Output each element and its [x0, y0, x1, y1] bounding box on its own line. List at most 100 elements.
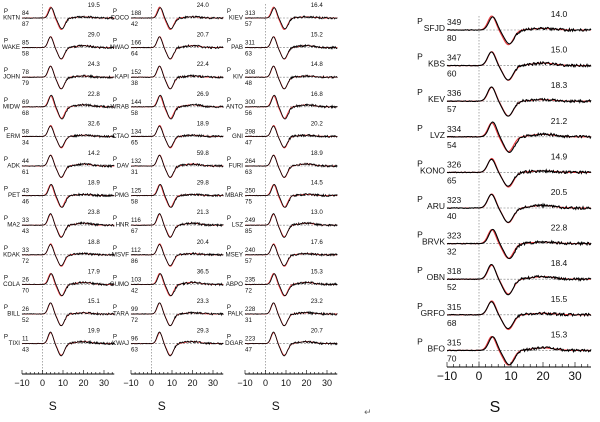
- phase-label: P: [227, 8, 231, 15]
- observed-trace: [21, 331, 115, 357]
- amplitude-label: 22.4: [197, 61, 210, 68]
- azimuth-label: 336: [447, 88, 461, 98]
- x-tick-label: 20: [536, 369, 550, 383]
- distance-label: 72: [245, 287, 252, 294]
- observed-trace: [446, 51, 592, 81]
- observed-trace: [244, 331, 338, 357]
- x-tick-label: −10: [237, 378, 252, 388]
- amplitude-label: 14.0: [551, 9, 568, 19]
- distance-label: 60: [447, 69, 457, 79]
- x-axis-label: S: [158, 399, 166, 413]
- observed-trace: [446, 301, 592, 330]
- distance-label: 57: [245, 21, 252, 28]
- x-tick-label: 10: [504, 369, 518, 383]
- observed-trace: [244, 213, 338, 238]
- azimuth-label: 33: [22, 217, 29, 224]
- phase-label: P: [4, 156, 8, 163]
- azimuth-label: 323: [447, 195, 461, 205]
- observed-trace: [130, 213, 224, 238]
- station-name: WAKE: [2, 44, 20, 51]
- distance-label: 34: [22, 139, 29, 146]
- amplitude-label: 15.3: [311, 268, 324, 275]
- azimuth-label: 249: [245, 217, 256, 224]
- phase-label: P: [113, 245, 117, 252]
- observed-trace: [130, 302, 224, 327]
- amplitude-label: 29.8: [197, 180, 210, 187]
- phase-label: P: [417, 16, 423, 26]
- x-tick-label: 30: [99, 378, 109, 388]
- azimuth-label: 134: [131, 128, 142, 135]
- distance-label: 68: [22, 110, 29, 117]
- distance-label: 56: [245, 110, 252, 117]
- amplitude-label: 18.8: [88, 239, 101, 246]
- distance-label: 75: [245, 199, 252, 206]
- azimuth-label: 125: [131, 188, 142, 195]
- azimuth-label: 26: [22, 276, 29, 283]
- phase-label: P: [4, 215, 8, 222]
- azimuth-label: 84: [22, 10, 29, 17]
- station-name: PAB: [231, 44, 243, 51]
- phase-label: P: [227, 304, 231, 311]
- phase-label: P: [4, 274, 8, 281]
- station-name: BFO: [428, 343, 446, 353]
- station-name: WRAB: [110, 103, 129, 110]
- station-name: PALK: [228, 311, 244, 318]
- station-name: NWAO: [110, 44, 129, 51]
- distance-label: 58: [131, 199, 138, 206]
- phase-label: P: [227, 156, 231, 163]
- azimuth-label: 311: [245, 40, 255, 47]
- azimuth-label: 315: [447, 302, 461, 312]
- azimuth-label: 188: [131, 10, 142, 17]
- x-tick-label: 0: [263, 378, 268, 388]
- observed-trace: [130, 65, 224, 90]
- phase-label: P: [4, 126, 8, 133]
- station-name: KAPI: [115, 74, 129, 81]
- amplitude-label: 13.0: [311, 209, 324, 216]
- azimuth-label: 58: [22, 128, 29, 135]
- amplitude-label: 18.9: [197, 120, 210, 127]
- distance-label: 42: [131, 287, 138, 294]
- azimuth-label: 26: [22, 306, 29, 313]
- amplitude-label: 14.8: [311, 61, 324, 68]
- distance-label: 63: [131, 347, 138, 354]
- distance-label: 68: [447, 318, 457, 328]
- station-name: GNI: [232, 133, 243, 140]
- azimuth-label: 144: [131, 99, 142, 106]
- station-name: KDAK: [3, 251, 21, 258]
- phase-label: P: [417, 87, 423, 97]
- azimuth-label: 264: [245, 158, 256, 165]
- x-axis-label: S: [272, 399, 280, 413]
- azimuth-label: 223: [245, 336, 256, 343]
- observed-trace: [244, 65, 338, 90]
- phase-label: P: [227, 245, 231, 252]
- azimuth-label: 334: [447, 124, 461, 134]
- station-name: SFJD: [424, 23, 445, 33]
- observed-trace: [446, 158, 592, 187]
- distance-label: 57: [447, 104, 457, 114]
- station-name: HNR: [116, 222, 130, 229]
- amplitude-label: 59.8: [197, 150, 210, 157]
- station-name: ARU: [427, 201, 445, 211]
- phase-label: P: [227, 97, 231, 104]
- observed-trace: [446, 228, 592, 260]
- distance-label: 43: [22, 228, 29, 235]
- amplitude-label: 24.3: [88, 61, 101, 68]
- observed-trace: [244, 36, 338, 60]
- observed-trace: [244, 273, 338, 297]
- azimuth-label: 323: [447, 231, 461, 241]
- azimuth-label: 11: [22, 336, 29, 343]
- azimuth-label: 96: [131, 336, 138, 343]
- distance-label: 79: [22, 80, 29, 87]
- amplitude-label: 19.5: [88, 2, 101, 9]
- azimuth-label: 300: [245, 99, 256, 106]
- distance-label: 63: [245, 51, 252, 58]
- station-name: COLA: [3, 281, 21, 288]
- station-name: KNTN: [3, 15, 20, 22]
- observed-trace: [21, 94, 115, 120]
- x-tick-label: 30: [208, 378, 218, 388]
- amplitude-label: 14.9: [551, 151, 568, 161]
- phase-label: P: [113, 186, 117, 193]
- phase-label: P: [227, 126, 231, 133]
- phase-label: P: [4, 245, 8, 252]
- azimuth-label: 347: [447, 53, 461, 63]
